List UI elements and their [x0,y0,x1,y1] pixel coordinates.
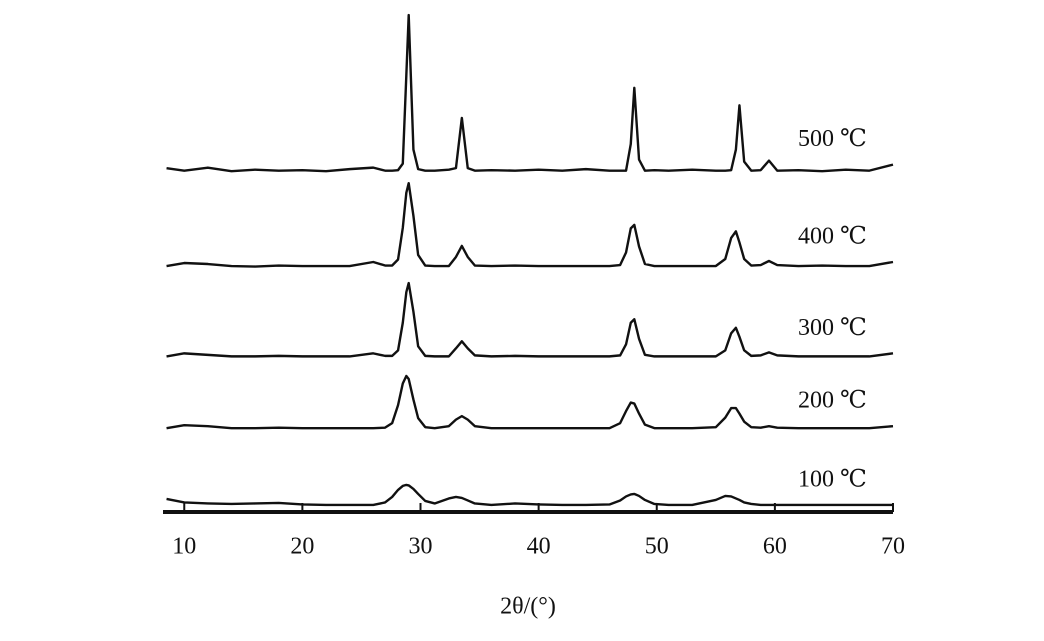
series-line [166,13,894,173]
x-tick-label: 30 [409,534,433,560]
series-label: 200 ℃ [798,388,867,414]
x-tick-label: 70 [881,534,905,560]
series-line [166,374,894,430]
series-line [166,281,894,358]
x-axis-label: 2θ/(°) [500,594,556,620]
x-tick-label: 50 [645,534,669,560]
x-tick-label: 40 [527,534,551,560]
x-tick-label: 20 [290,534,314,560]
series-label: 500 ℃ [798,126,867,152]
x-tick-label: 60 [763,534,787,560]
series-line [166,181,894,268]
series-label: 300 ℃ [798,315,867,341]
series-line [166,483,893,507]
x-tick-label: 10 [172,534,196,560]
series-label: 400 ℃ [798,224,867,250]
series-label: 100 ℃ [798,466,867,492]
